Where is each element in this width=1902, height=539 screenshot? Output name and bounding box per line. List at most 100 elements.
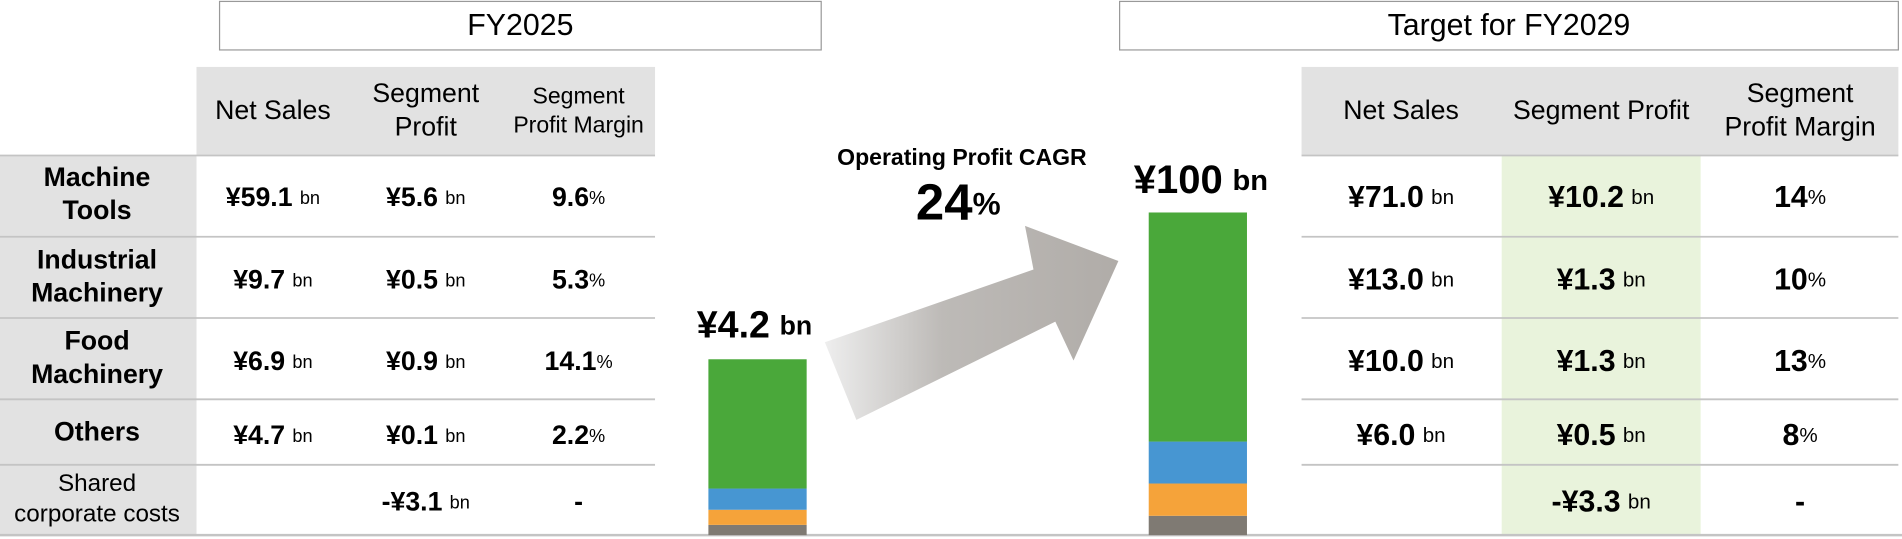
row-label: Machinery (31, 359, 163, 389)
highlight-column (1501, 155, 1701, 536)
cell-unit: % (1799, 424, 1817, 447)
cell-value: ¥0.9 bn (386, 346, 465, 376)
cell-unit: bn (292, 352, 312, 372)
cagr-value: 24% (916, 174, 1001, 231)
cell-value: ¥5.6 bn (386, 182, 465, 212)
bar-segment (1148, 212, 1247, 442)
cell-number: 9.6 (552, 182, 589, 212)
cell-number: ¥0.1 (386, 420, 438, 450)
cell-unit: bn (1631, 187, 1654, 210)
row-label: Shared (58, 470, 136, 497)
cell-unit: bn (445, 426, 465, 446)
cell-unit: bn (445, 270, 465, 290)
cell-value: 14% (1774, 181, 1826, 214)
bar-total-unit: bn (780, 311, 813, 341)
cell-unit: bn (1623, 424, 1646, 447)
cagr-number: 24 (916, 174, 973, 231)
bar-segment (1148, 483, 1247, 516)
cell-value: ¥10.2 bn (1548, 181, 1654, 214)
cell-number: -¥3.3 (1552, 486, 1621, 519)
cell-number: 14 (1774, 181, 1808, 214)
header-bg (1301, 66, 1899, 156)
cell-unit: % (589, 188, 605, 208)
cagr-unit: % (973, 186, 1001, 222)
bar-total-number: ¥4.2 (697, 304, 770, 346)
cell-value: -¥3.3 bn (1552, 486, 1651, 519)
cell-unit: bn (1628, 491, 1651, 514)
cagr-title: Operating Profit CAGR (837, 144, 1087, 170)
cell-unit: bn (1431, 269, 1454, 292)
row-label: Tools (62, 195, 131, 225)
cell-number: ¥0.5 (386, 265, 438, 295)
cell-number: ¥1.3 (1557, 345, 1616, 378)
row-label: Others (54, 416, 140, 446)
cell-number: ¥71.0 (1348, 181, 1424, 214)
bar-segment (708, 488, 807, 510)
bar-total: ¥100 bn (1134, 158, 1268, 202)
cell-number: ¥10.2 (1548, 181, 1624, 214)
cell-value: ¥10.0 bn (1348, 345, 1454, 378)
column-header: Net Sales (1343, 95, 1459, 125)
cell-unit: bn (1431, 350, 1454, 373)
cell-value: 14.1% (545, 346, 613, 376)
cell-number: 2.2 (552, 420, 589, 450)
row-label: Machinery (31, 278, 163, 308)
column-header: Segment Profit (1513, 95, 1690, 125)
cell-unit: bn (1623, 350, 1646, 373)
column-header: Segment (533, 82, 626, 108)
cell-unit: bn (292, 426, 312, 446)
bar-segment (708, 509, 807, 525)
cell-value: 8% (1783, 419, 1818, 452)
cell-value: 13% (1774, 345, 1826, 378)
cell-unit: bn (445, 352, 465, 372)
cell-number: ¥9.7 (233, 265, 285, 295)
cell-value: -¥3.1 bn (382, 487, 470, 517)
cell-number: ¥13.0 (1348, 264, 1424, 297)
cell-number: ¥1.3 (1557, 264, 1616, 297)
title-box (1119, 0, 1899, 51)
row-label-bg (0, 155, 197, 536)
section-title: FY2025 (467, 9, 573, 42)
cell-unit: % (1808, 350, 1826, 373)
cell-value: 2.2% (552, 420, 605, 450)
cell-number: ¥5.6 (386, 182, 438, 212)
column-header: Profit Margin (1725, 112, 1876, 142)
cell-number: ¥6.0 (1356, 419, 1415, 452)
column-header: Segment (372, 78, 479, 108)
row-label: Machine (44, 162, 151, 192)
bar-segment (1148, 515, 1247, 536)
cell-unit: % (589, 426, 605, 446)
cell-unit: % (589, 270, 605, 290)
cell-unit: bn (300, 188, 320, 208)
cell-value: ¥0.1 bn (386, 420, 465, 450)
cell-unit: % (596, 352, 612, 372)
column-header: Profit (395, 112, 458, 142)
title-box (218, 0, 822, 51)
cell-value: ¥59.1 bn (226, 182, 320, 212)
cell-unit: bn (1423, 424, 1446, 447)
bar-segment (1148, 441, 1247, 484)
cell-number: 14.1 (545, 346, 597, 376)
bar-total-number: ¥100 (1134, 158, 1223, 202)
cell-unit: bn (445, 188, 465, 208)
bar-total: ¥4.2 bn (697, 304, 812, 346)
cell-number: -¥3.1 (382, 487, 443, 517)
cell-number: ¥10.0 (1348, 345, 1424, 378)
cell-number: ¥6.9 (233, 346, 285, 376)
cell-number: 8 (1783, 419, 1800, 452)
cell-value: ¥1.3 bn (1557, 264, 1646, 297)
bar-segment (708, 359, 807, 489)
cell-number: ¥0.5 (1557, 419, 1616, 452)
cell-value: ¥71.0 bn (1348, 181, 1454, 214)
cell-unit: bn (450, 492, 470, 512)
cell-value: 9.6% (552, 182, 605, 212)
cell-value: ¥6.9 bn (233, 346, 312, 376)
cell-unit: bn (292, 270, 312, 290)
cell-text: - (1795, 486, 1805, 519)
bar-total-unit: bn (1232, 165, 1268, 197)
cell-value: 10% (1774, 264, 1826, 297)
cell-value: ¥9.7 bn (233, 265, 312, 295)
section-title: Target for FY2029 (1388, 9, 1631, 42)
